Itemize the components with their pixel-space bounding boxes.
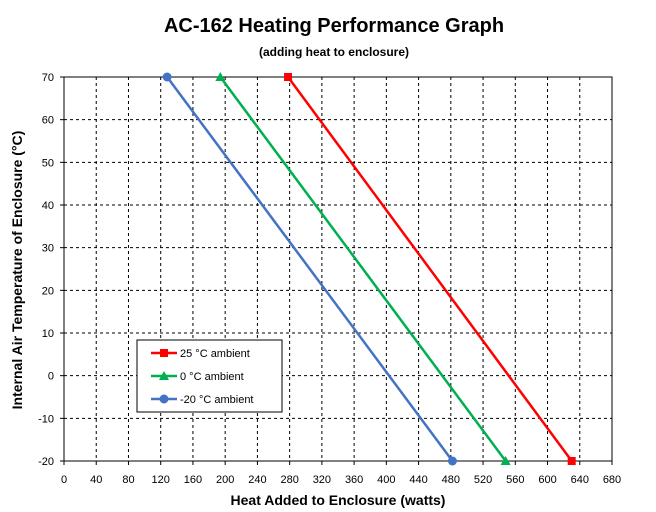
y-tick-label: 60 bbox=[42, 115, 54, 127]
x-tick-label: 360 bbox=[345, 474, 363, 486]
y-tick-label: 30 bbox=[42, 243, 54, 255]
legend-item: 25 °C ambient bbox=[151, 348, 250, 360]
x-axis-title: Heat Added to Enclosure (watts) bbox=[231, 492, 446, 508]
series-1 bbox=[284, 73, 576, 465]
x-tick-label: 440 bbox=[409, 474, 427, 486]
legend-item: 0 °C ambient bbox=[151, 371, 244, 383]
x-tick-label: 120 bbox=[152, 474, 170, 486]
legend-marker bbox=[159, 394, 169, 404]
plot-area-border bbox=[63, 76, 613, 462]
series-2 bbox=[215, 72, 511, 465]
x-tick-label: 640 bbox=[571, 474, 589, 486]
x-tick-label: 560 bbox=[506, 474, 524, 486]
y-tick-label: -20 bbox=[38, 456, 54, 468]
x-tick-label: 600 bbox=[538, 474, 556, 486]
legend-marker bbox=[160, 349, 168, 357]
series-lines bbox=[162, 72, 576, 466]
y-tick-label: 0 bbox=[48, 371, 54, 383]
legend-label: 0 °C ambient bbox=[180, 371, 244, 383]
x-tick-label: 400 bbox=[377, 474, 395, 486]
data-point bbox=[500, 456, 511, 465]
x-tick-label: 280 bbox=[280, 474, 298, 486]
x-tick-label: 160 bbox=[184, 474, 202, 486]
axis-ticks: 0 40 80 120 160 200 240 280 320 360 400 440 480 520 56… bbox=[38, 72, 621, 486]
y-tick-label: 50 bbox=[42, 157, 54, 169]
chart-title: AC-162 Heating Performance Graph bbox=[164, 15, 504, 37]
chart-subtitle: (adding heat to enclosure) bbox=[259, 45, 409, 59]
series-3 bbox=[162, 72, 457, 466]
data-point bbox=[447, 456, 457, 466]
legend-item: -20 °C ambient bbox=[151, 394, 254, 406]
legend-label: -20 °C ambient bbox=[180, 394, 254, 406]
y-tick-label: 70 bbox=[42, 72, 54, 84]
y-axis-title: Internal Air Temperature of Enclosure (°… bbox=[9, 131, 25, 410]
data-point bbox=[567, 457, 576, 465]
x-tick-label: 0 bbox=[61, 474, 67, 486]
x-tick-label: 240 bbox=[248, 474, 266, 486]
legend: 25 °C ambient 0 °C ambient -20 °C ambient bbox=[136, 339, 283, 413]
x-tick-label: 40 bbox=[90, 474, 102, 486]
x-tick-label: 520 bbox=[474, 474, 492, 486]
legend-label: 25 °C ambient bbox=[180, 348, 250, 360]
x-tick-label: 480 bbox=[442, 474, 460, 486]
x-tick-label: 680 bbox=[603, 474, 621, 486]
y-tick-label: 20 bbox=[42, 285, 54, 297]
y-tick-label: -10 bbox=[38, 413, 54, 425]
series-line bbox=[287, 76, 573, 462]
y-tick-label: 40 bbox=[42, 200, 54, 212]
y-tick-label: 10 bbox=[42, 328, 54, 340]
x-tick-label: 200 bbox=[216, 474, 234, 486]
series-line bbox=[219, 76, 507, 462]
data-point bbox=[162, 72, 172, 82]
legend-marker bbox=[159, 371, 169, 380]
x-tick-label: 80 bbox=[122, 474, 134, 486]
grid bbox=[64, 77, 612, 461]
data-point bbox=[284, 73, 293, 81]
x-tick-label: 320 bbox=[313, 474, 331, 486]
series-line bbox=[166, 76, 454, 462]
data-point bbox=[215, 72, 226, 81]
